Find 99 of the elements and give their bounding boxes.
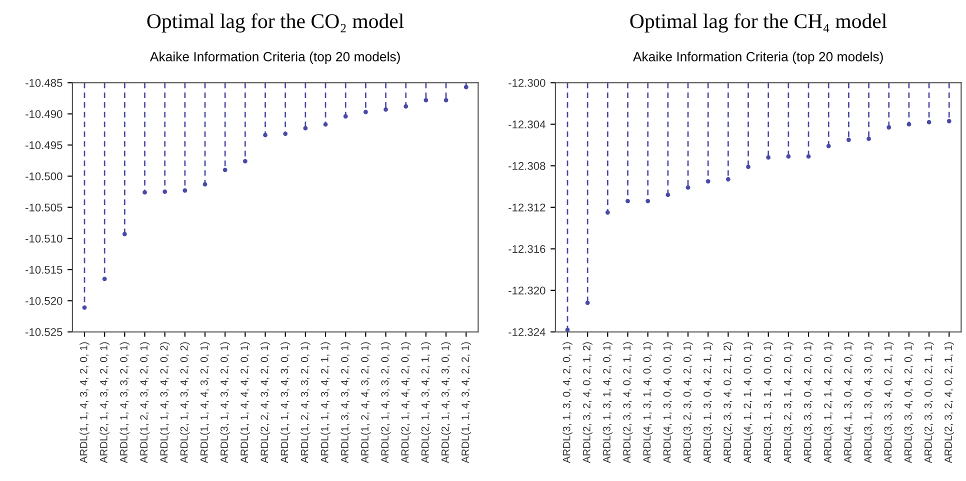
point [303, 126, 308, 130]
y-tick-label: -12.316 [508, 245, 546, 253]
point [666, 192, 670, 198]
y-tick-label: -12.304 [508, 120, 546, 128]
x-tick-label: ARDL(1, 1, 4, 4, 4, 2, 0, 1) [240, 342, 250, 464]
point [162, 190, 168, 194]
x-tick-label: ARDL(2, 2, 4, 3, 4, 2, 0, 1) [260, 342, 270, 464]
y-tick-label: -10.500 [26, 172, 62, 180]
point [384, 107, 388, 112]
point [585, 300, 590, 306]
point [646, 198, 650, 204]
x-tick-label: ARDL(3, 3, 3, 4, 0, 2, 1, 1) [884, 342, 894, 464]
x-tick-label: ARDL(4, 1, 3, 1, 4, 0, 0, 1) [642, 342, 653, 464]
point [82, 305, 87, 310]
x-tick-label: ARDL(2, 3, 3, 0, 0, 2, 1, 1) [924, 342, 934, 464]
point [706, 179, 710, 184]
y-tick-label: -12.320 [508, 286, 546, 294]
x-tick-label: ARDL(1, 2, 4, 3, 4, 2, 0, 1) [140, 342, 150, 464]
point [263, 132, 268, 138]
point [746, 164, 750, 170]
x-tick-label: ARDL(1, 1, 4, 3, 4, 2, 2, 1) [461, 342, 471, 464]
point [926, 120, 932, 124]
y-tick-label: -10.520 [26, 297, 62, 305]
x-tick-label: ARDL(3, 1, 3, 1, 4, 0, 0, 1) [763, 342, 774, 464]
x-tick-label: ARDL(2, 3, 3, 4, 0, 2, 1, 1) [622, 342, 633, 464]
point [846, 138, 851, 142]
x-tick-label: ARDL(4, 1, 3, 0, 4, 2, 0, 1) [844, 342, 854, 464]
point [946, 118, 952, 124]
point [806, 154, 811, 159]
x-tick-label: ARDL(3, 2, 3, 0, 4, 2, 0, 1) [683, 342, 693, 464]
point [122, 232, 127, 236]
x-tick-label: ARDL(3, 1, 3, 0, 4, 2, 0, 1) [562, 342, 572, 464]
x-tick-label: ARDL(1, 3, 4, 3, 4, 2, 0, 1) [340, 342, 350, 464]
y-tick-label: -10.490 [26, 110, 62, 118]
chart-title: Optimal lag for the CH₄ model [630, 13, 887, 33]
x-tick-label: ARDL(2, 3, 2, 4, 0, 2, 1, 1) [944, 342, 954, 464]
point [242, 158, 248, 164]
x-tick-label: ARDL(3, 2, 3, 1, 4, 2, 0, 1) [784, 342, 794, 464]
point [182, 188, 188, 193]
x-tick-label: ARDL(3, 1, 3, 0, 4, 3, 0, 1) [864, 342, 874, 464]
chart-subtitle: Akaike Information Criteria (top 20 models) [632, 52, 883, 64]
y-tick-label: -10.485 [26, 79, 62, 87]
x-tick-label: ARDL(2, 1, 4, 3, 3, 2, 0, 1) [380, 342, 391, 464]
y-tick-label: -10.525 [26, 328, 62, 336]
point [222, 168, 228, 172]
point [686, 185, 690, 190]
x-tick-label: ARDL(2, 1, 4, 3, 4, 2, 0, 2) [180, 342, 190, 464]
point [906, 122, 912, 126]
x-tick-label: ARDL(1, 1, 4, 3, 3, 2, 0, 1) [120, 342, 130, 464]
x-tick-label: ARDL(3, 1, 3, 1, 4, 2, 0, 1) [602, 342, 613, 464]
x-tick-label: ARDL(2, 3, 2, 4, 0, 2, 1, 2) [582, 342, 592, 464]
y-tick-label: -12.324 [508, 328, 546, 336]
x-tick-label: ARDL(2, 1, 4, 3, 4, 2, 0, 1) [100, 342, 110, 464]
x-tick-label: ARDL(2, 3, 3, 4, 0, 2, 1, 2) [723, 342, 734, 464]
y-tick-label: -10.505 [26, 204, 62, 212]
x-tick-label: ARDL(4, 1, 3, 0, 4, 0, 0, 1) [663, 342, 673, 464]
point [726, 177, 730, 182]
point [102, 276, 107, 282]
y-tick-label: -12.300 [508, 79, 546, 87]
x-tick-label: ARDL(2, 1, 4, 3, 4, 2, 1, 1) [421, 342, 431, 464]
point [323, 122, 328, 127]
x-tick-label: ARDL(1, 1, 4, 3, 4, 3, 0, 1) [280, 342, 290, 464]
x-tick-label: ARDL(3, 3, 4, 0, 4, 2, 0, 1) [904, 342, 914, 464]
x-tick-label: ARDL(3, 1, 3, 0, 4, 2, 1, 1) [703, 342, 713, 464]
chart-subtitle: Akaike Information Criteria (top 20 models) [150, 52, 400, 64]
x-tick-label: ARDL(1, 2, 4, 4, 3, 2, 0, 1) [360, 342, 371, 464]
y-tick-label: -10.515 [26, 266, 62, 274]
point [424, 98, 428, 102]
point [766, 155, 771, 160]
x-tick-label: ARDL(2, 1, 4, 4, 4, 2, 0, 1) [401, 342, 411, 464]
point [626, 198, 630, 204]
point [605, 210, 610, 215]
y-tick-label: -12.308 [508, 162, 546, 170]
point [283, 132, 288, 136]
point [866, 136, 871, 142]
point [404, 104, 408, 109]
x-tick-label: ARDL(1, 2, 4, 3, 3, 2, 0, 1) [300, 342, 310, 464]
x-tick-label: ARDL(1, 1, 4, 4, 3, 2, 0, 1) [200, 342, 210, 464]
x-tick-label: ARDL(3, 1, 4, 3, 4, 2, 0, 1) [220, 342, 230, 464]
point [565, 328, 570, 332]
y-tick-label: -10.510 [26, 234, 62, 243]
point [363, 110, 368, 114]
x-tick-label: ARDL(1, 1, 4, 3, 4, 2, 1, 1) [320, 342, 330, 464]
y-tick-label: -10.495 [26, 141, 62, 150]
x-tick-label: ARDL(4, 1, 2, 1, 4, 0, 0, 1) [743, 342, 754, 464]
point [786, 154, 791, 159]
x-tick-label: ARDL(2, 1, 4, 3, 4, 3, 0, 1) [441, 342, 451, 464]
point [142, 190, 147, 195]
y-tick-label: -12.312 [508, 204, 546, 212]
point [886, 125, 892, 130]
x-tick-label: ARDL(1, 1, 4, 3, 4, 2, 0, 1) [80, 342, 90, 464]
x-tick-label: ARDL(3, 3, 3, 0, 4, 2, 0, 1) [804, 342, 814, 464]
point [202, 182, 208, 186]
x-tick-label: ARDL(1, 1, 4, 3, 4, 2, 0, 2) [160, 342, 170, 464]
x-tick-label: ARDL(3, 1, 2, 1, 4, 2, 0, 1) [824, 342, 834, 464]
point [826, 144, 831, 148]
point [343, 114, 348, 119]
chart-title: Optimal lag for the CO₂ model [147, 13, 404, 33]
point [444, 98, 448, 102]
